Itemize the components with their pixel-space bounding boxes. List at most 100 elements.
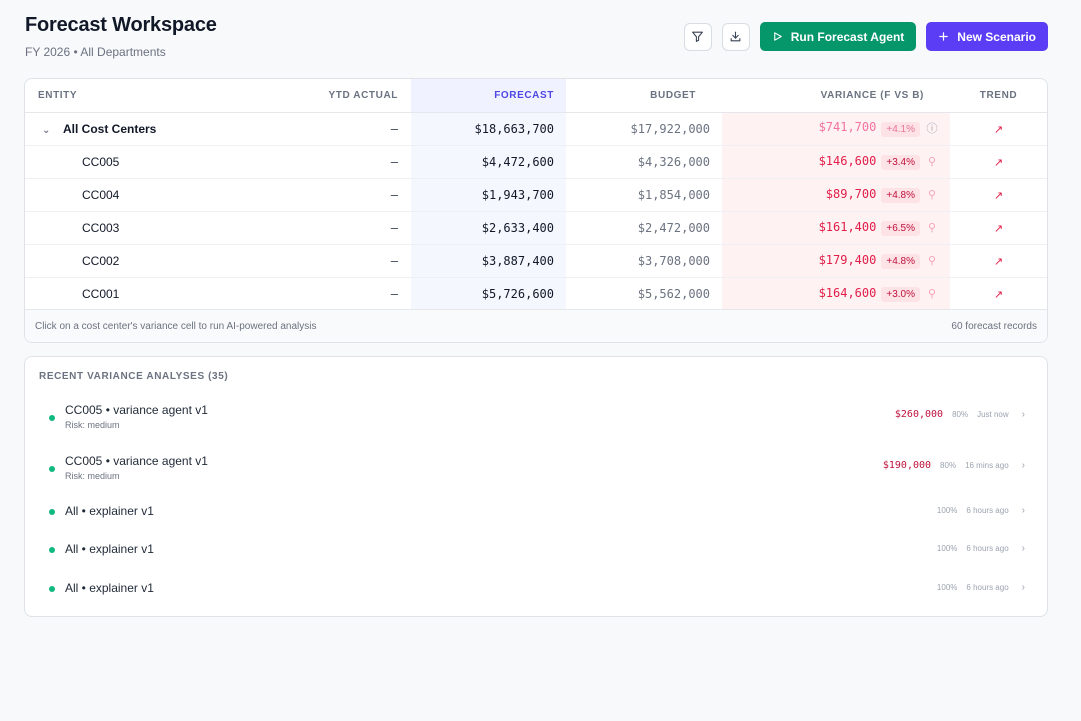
status-dot <box>49 415 55 421</box>
status-dot <box>49 466 55 472</box>
budget-cell: $4,326,000 <box>566 145 722 179</box>
entity-name: All Cost Centers <box>63 121 157 136</box>
budget-cell: $5,562,000 <box>566 277 722 311</box>
variance-cell[interactable]: $741,700 +4.1% ⓘ <box>722 112 950 146</box>
download-button[interactable] <box>721 22 750 51</box>
analysis-text: All • explainer v1 <box>65 581 154 595</box>
analysis-list-item[interactable]: All • explainer v1 100% 6 hours ago › <box>25 580 1047 598</box>
chevron-right-icon[interactable]: › <box>1021 409 1025 420</box>
variance-amount: $741,700 <box>818 120 877 135</box>
variance-percent-badge: +4.8% <box>881 253 920 269</box>
variance-amount: $161,400 <box>818 219 877 234</box>
chevron-down-icon[interactable]: ⌄ <box>42 124 51 136</box>
analysis-title: All • explainer v1 <box>65 504 154 518</box>
entity-cell: ⌄ All Cost Centers <box>25 112 275 146</box>
recent-analyses-title: RECENT VARIANCE ANALYSES (35) <box>39 371 229 382</box>
filter-icon <box>692 31 704 42</box>
budget-cell: $3,708,000 <box>566 244 722 278</box>
search-icon[interactable]: ⚲ <box>927 221 937 234</box>
forecast-table-card: ENTITY YTD ACTUAL FORECAST BUDGET VARIAN… <box>24 78 1048 343</box>
variance-percent-badge: +4.8% <box>881 187 920 203</box>
entity-cell: CC002 <box>25 244 275 278</box>
analysis-list-item[interactable]: CC005 • variance agent v1 Risk: medium $… <box>25 453 1047 483</box>
status-dot <box>49 547 55 553</box>
table-header-row: ENTITY YTD ACTUAL FORECAST BUDGET VARIAN… <box>25 79 1047 113</box>
column-header-entity[interactable]: ENTITY <box>25 79 275 113</box>
ytd-actual-cell: — <box>275 178 411 212</box>
page-title: Forecast Workspace <box>25 14 217 36</box>
ytd-actual-cell: — <box>275 277 411 311</box>
chevron-right-icon[interactable]: › <box>1021 460 1025 471</box>
run-forecast-agent-label: Run Forecast Agent <box>790 29 905 44</box>
column-header-ytd-actual[interactable]: YTD ACTUAL <box>275 79 411 113</box>
new-scenario-button[interactable]: New Scenario <box>926 22 1048 51</box>
analysis-list-item[interactable]: CC005 • variance agent v1 Risk: medium $… <box>25 402 1047 432</box>
column-header-forecast[interactable]: FORECAST <box>411 79 566 113</box>
analysis-list-item[interactable]: All • explainer v1 100% 6 hours ago › <box>25 503 1047 521</box>
forecast-cell: $4,472,600 <box>411 145 566 179</box>
budget-cell: $1,854,000 <box>566 178 722 212</box>
search-icon[interactable]: ⚲ <box>927 188 937 201</box>
variance-amount: $146,600 <box>818 153 877 168</box>
analysis-title: All • explainer v1 <box>65 581 154 595</box>
info-icon[interactable]: ⓘ <box>926 123 938 136</box>
search-icon[interactable]: ⚲ <box>927 155 937 168</box>
table-row[interactable]: CC001 — $5,726,600 $5,562,000 $164,600 +3… <box>25 277 1047 311</box>
table-row[interactable]: CC002 — $3,887,400 $3,708,000 $179,400 +4… <box>25 244 1047 278</box>
table-row-total[interactable]: ⌄ All Cost Centers — $18,663,700 $17,922,… <box>25 112 1047 146</box>
play-icon <box>773 32 782 41</box>
column-header-trend[interactable]: TREND <box>950 79 1047 113</box>
variance-percent-badge: +6.5% <box>881 220 920 236</box>
chevron-right-icon[interactable]: › <box>1021 582 1025 593</box>
forecast-cell: $5,726,600 <box>411 277 566 311</box>
search-icon[interactable]: ⚲ <box>927 254 937 267</box>
ytd-actual-cell: — <box>275 145 411 179</box>
trend-up-icon: ↗ <box>993 156 1004 169</box>
trend-up-icon: ↗ <box>993 288 1004 301</box>
budget-cell: $2,472,000 <box>566 211 722 245</box>
forecast-cell: $2,633,400 <box>411 211 566 245</box>
analysis-meta: $260,000 80% Just now › <box>895 409 1025 420</box>
trend-cell: ↗ <box>950 244 1047 278</box>
analysis-list-item[interactable]: All • explainer v1 100% 6 hours ago › <box>25 541 1047 559</box>
table-row[interactable]: CC004 — $1,943,700 $1,854,000 $89,700 +4.… <box>25 178 1047 212</box>
table-record-count: 60 forecast records <box>951 320 1037 332</box>
trend-up-icon: ↗ <box>993 222 1004 235</box>
analysis-time: 6 hours ago <box>966 583 1009 592</box>
forecast-cell: $1,943,700 <box>411 178 566 212</box>
analysis-amount: $260,000 <box>894 409 944 420</box>
analysis-confidence: 100% <box>936 583 958 592</box>
analysis-confidence: 80% <box>952 410 969 419</box>
column-header-budget[interactable]: BUDGET <box>566 79 722 113</box>
column-header-variance[interactable]: VARIANCE (F VS B) <box>722 79 950 113</box>
forecast-cell: $3,887,400 <box>411 244 566 278</box>
entity-cell: CC001 <box>25 277 275 311</box>
analysis-title: CC005 • variance agent v1 <box>65 403 208 417</box>
analysis-confidence: 80% <box>940 461 957 470</box>
analysis-risk: Risk: medium <box>65 420 120 430</box>
variance-cell[interactable]: $164,600 +3.0% ⚲ <box>722 277 950 311</box>
analysis-title: CC005 • variance agent v1 <box>65 454 208 468</box>
status-dot <box>49 586 55 592</box>
variance-cell[interactable]: $89,700 +4.8% ⚲ <box>722 178 950 212</box>
variance-cell[interactable]: $146,600 +3.4% ⚲ <box>722 145 950 179</box>
table-row[interactable]: CC003 — $2,633,400 $2,472,000 $161,400 +6… <box>25 211 1047 245</box>
filter-button[interactable] <box>683 22 712 51</box>
trend-up-icon: ↗ <box>993 189 1004 202</box>
variance-cell[interactable]: $161,400 +6.5% ⚲ <box>722 211 950 245</box>
run-forecast-agent-button[interactable]: Run Forecast Agent <box>759 22 917 51</box>
search-icon[interactable]: ⚲ <box>927 287 937 300</box>
chevron-right-icon[interactable]: › <box>1021 505 1025 516</box>
table-row[interactable]: CC005 — $4,472,600 $4,326,000 $146,600 +3… <box>25 145 1047 179</box>
variance-cell[interactable]: $179,400 +4.8% ⚲ <box>722 244 950 278</box>
analysis-title: All • explainer v1 <box>65 542 154 556</box>
entity-cell: CC003 <box>25 211 275 245</box>
analysis-meta: 100% 6 hours ago › <box>937 505 1025 516</box>
ytd-actual-cell: — <box>275 211 411 245</box>
ytd-actual-cell: — <box>275 112 411 146</box>
analysis-text: All • explainer v1 <box>65 504 154 518</box>
variance-percent-badge: +4.1% <box>881 121 920 137</box>
chevron-right-icon[interactable]: › <box>1021 543 1025 554</box>
page-header: Forecast Workspace FY 2026 • All Departm… <box>25 14 217 59</box>
ytd-actual-cell: — <box>275 244 411 278</box>
